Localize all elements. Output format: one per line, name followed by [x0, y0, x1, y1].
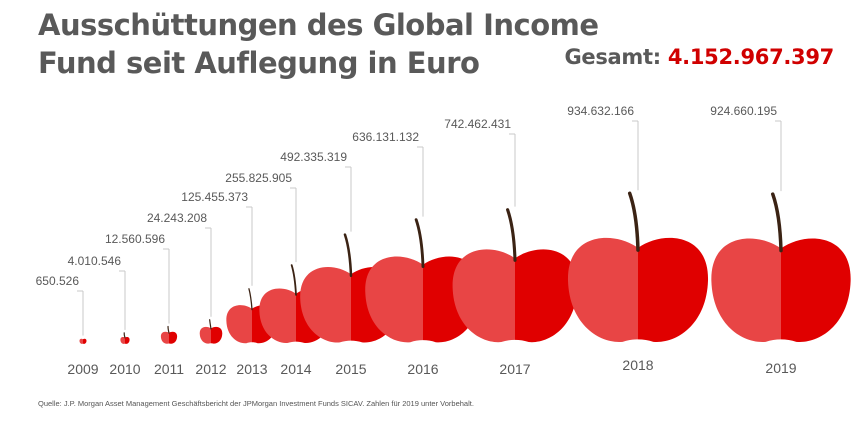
- apple-2011: 12.560.596 2011: [105, 232, 184, 377]
- chart-title: Ausschüttungen des Global Income Fund se…: [38, 6, 599, 82]
- year-label: 2010: [109, 361, 140, 377]
- apple-left-half: [226, 305, 252, 344]
- year-label: 2018: [622, 357, 653, 373]
- title-line-1: Ausschüttungen des Global Income: [38, 8, 599, 42]
- apple-stem: [506, 208, 517, 262]
- value-label: 924.660.195: [710, 104, 777, 118]
- apple-right-half: [781, 238, 851, 342]
- apple-left-half: [160, 331, 169, 344]
- source-note: Quelle: J.P. Morgan Asset Management Ges…: [38, 399, 474, 408]
- value-label: 636.131.132: [352, 130, 419, 144]
- value-label: 934.632.166: [567, 104, 634, 118]
- apple-right-half: [125, 337, 130, 344]
- apple-stem: [343, 233, 353, 278]
- year-label: 2009: [67, 361, 98, 377]
- value-label: 650.526: [36, 274, 80, 288]
- apple-right-half: [638, 237, 709, 342]
- value-label: 125.455.373: [181, 190, 248, 204]
- apple-2018: 934.632.166 2018: [567, 104, 709, 373]
- apple-stem: [123, 332, 126, 339]
- apple-stem: [627, 191, 640, 252]
- year-label: 2016: [407, 361, 438, 377]
- apple-left-half: [79, 338, 83, 344]
- year-label: 2012: [195, 361, 226, 377]
- year-label: 2014: [280, 361, 311, 377]
- title-line-2: Fund seit Auflegung in Euro: [38, 46, 480, 80]
- value-label: 492.335.319: [280, 150, 347, 164]
- value-label: 742.462.431: [444, 117, 511, 131]
- apple-right-half: [211, 326, 223, 344]
- apple-stem: [209, 319, 212, 330]
- year-label: 2017: [499, 361, 530, 377]
- apple-stem: [414, 218, 425, 268]
- value-label: 12.560.596: [105, 232, 165, 246]
- apple-stem: [248, 288, 253, 311]
- apple-2017: 742.462.431 2017: [444, 117, 578, 377]
- year-label: 2011: [154, 361, 184, 377]
- apple-left-half: [199, 326, 211, 344]
- value-label: 24.243.208: [147, 211, 207, 225]
- apple-2013: 125.455.373 2013: [181, 190, 278, 377]
- apple-stem: [771, 192, 783, 253]
- value-label: 255.825.905: [225, 171, 292, 185]
- apple-right-half: [83, 338, 87, 344]
- value-label: 4.010.546: [68, 254, 122, 268]
- total-label: Gesamt:: [564, 45, 661, 69]
- apple-right-half: [169, 331, 178, 344]
- apple-stem: [290, 264, 297, 296]
- year-label: 2015: [335, 361, 366, 377]
- apple-left-half: [120, 337, 125, 344]
- year-label: 2019: [765, 360, 796, 376]
- apple-left-half: [711, 238, 781, 342]
- total-value: 4.152.967.397: [667, 45, 834, 69]
- apple-2019: 924.660.195 2019: [710, 104, 851, 376]
- apple-left-half: [567, 237, 638, 342]
- apple-2012: 24.243.208 2012: [147, 211, 227, 377]
- year-label: 2013: [236, 361, 267, 377]
- apple-stem: [167, 325, 170, 334]
- apple-2009: 650.526 2009: [36, 274, 99, 377]
- total-summary: Gesamt: 4.152.967.397: [564, 45, 834, 69]
- apple-2010: 4.010.546 2010: [68, 254, 141, 377]
